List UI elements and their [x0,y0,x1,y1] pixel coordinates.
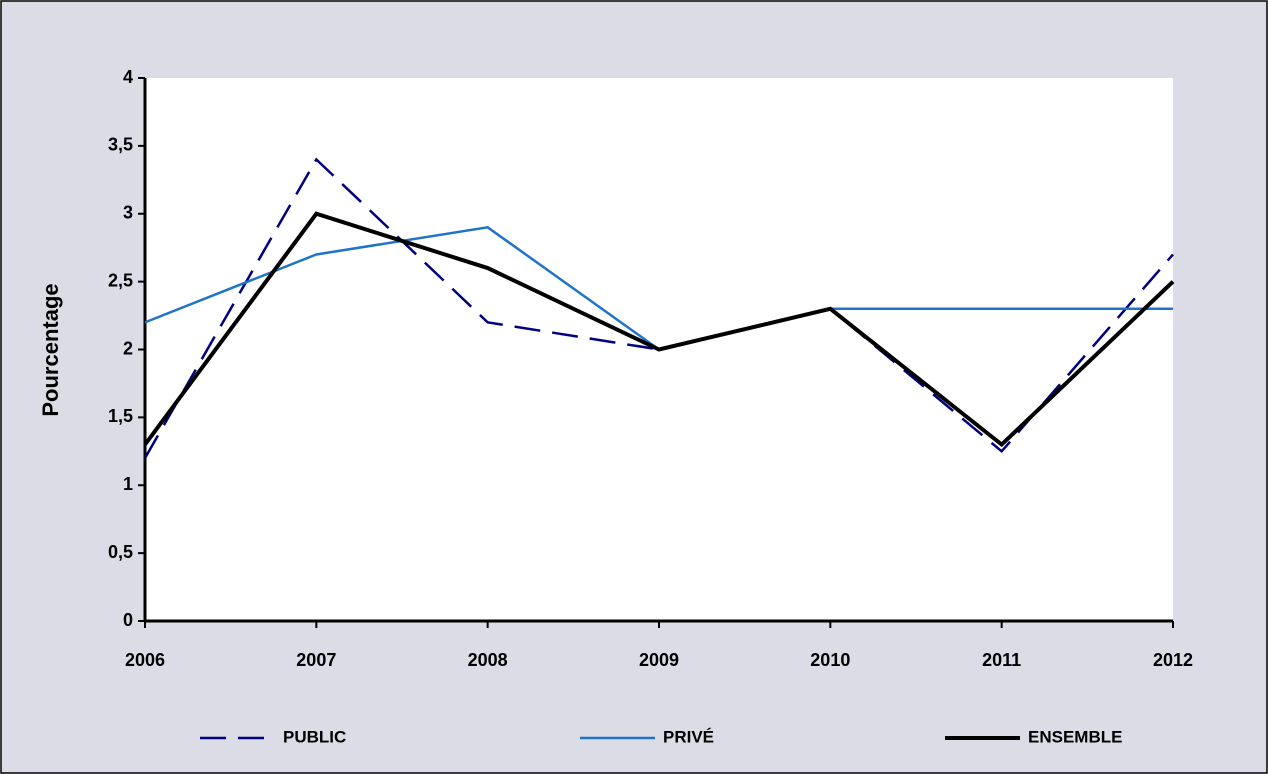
x-tick-label: 2007 [296,650,336,670]
x-tick-label: 2010 [810,650,850,670]
y-tick-label: 4 [123,67,133,87]
y-tick-label: 1 [123,474,133,494]
y-tick-label: 3 [123,203,133,223]
y-tick-label: 2 [123,338,133,358]
x-tick-label: 2008 [468,650,508,670]
y-tick-label: 2,5 [108,270,133,290]
x-tick-label: 2011 [982,650,1021,670]
x-tick-label: 2012 [1153,650,1193,670]
y-tick-label: 0,5 [108,542,133,562]
x-tick-label: 2009 [639,650,679,670]
legend-label: ENSEMBLE [1028,727,1122,746]
x-tick-label: 2006 [125,650,165,670]
series-line [143,211,1175,448]
y-tick-label: 0 [123,610,133,630]
legend-label: PRIVÉ [663,727,714,746]
y-axis-label: Pourcentage [38,283,63,416]
legend-label: PUBLIC [283,727,346,746]
y-tick-label: 1,5 [108,406,133,426]
series-line [143,157,1174,459]
y-tick-label: 3,5 [108,135,133,155]
